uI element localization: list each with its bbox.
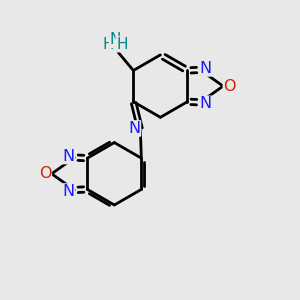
Text: O: O xyxy=(39,166,51,181)
Text: H: H xyxy=(116,37,128,52)
Text: N: N xyxy=(128,121,140,136)
Text: N: N xyxy=(200,96,211,111)
Text: N: N xyxy=(200,61,211,76)
Text: N: N xyxy=(62,148,75,164)
Text: N: N xyxy=(62,184,75,199)
Text: O: O xyxy=(224,79,236,94)
Text: H: H xyxy=(103,37,114,52)
Text: N: N xyxy=(110,32,121,47)
